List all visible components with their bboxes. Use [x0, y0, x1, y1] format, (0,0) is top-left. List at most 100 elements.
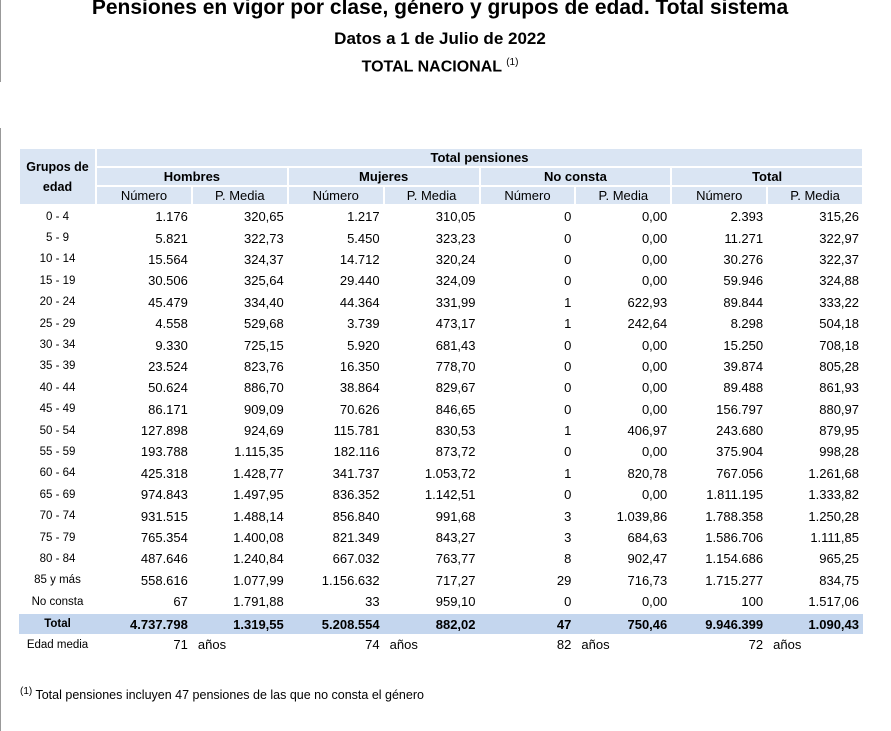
- cell: 667.032: [332, 551, 380, 567]
- cell: 322,37: [819, 251, 859, 267]
- cell: 30.276: [723, 251, 764, 267]
- cell: 1.715.277: [705, 572, 764, 588]
- header-row: Hombres Mujeres No consta Total: [19, 166, 864, 187]
- heading-note: (1): [506, 57, 519, 68]
- cell: 716,73: [627, 572, 668, 588]
- data-row: 10 - 14 15.564 324,37 14.712 320,24 0 0,00 30.2…: [19, 249, 863, 270]
- cell: 324,09: [435, 273, 476, 289]
- cell: 70.626: [339, 401, 380, 417]
- data-row: 80 - 84 487.646 1.240,84 667.032 763,77 8 902,…: [19, 548, 863, 569]
- cell: 8.298: [730, 316, 764, 332]
- footnote-text: Total pensiones incluyen 47 pensiones de…: [35, 688, 424, 703]
- cell: 11.271: [724, 230, 764, 246]
- cell: 324,88: [819, 273, 859, 289]
- cell: 974.843: [140, 487, 188, 503]
- cell: 9.330: [155, 337, 188, 353]
- data-row: 45 - 49 86.171 909,09 70.626 846,65 0 0,00 156.…: [19, 399, 863, 420]
- cell: 334,40: [243, 294, 284, 310]
- cell: 717,27: [435, 572, 476, 588]
- data-row: 85 y más 558.616 1.077,99 1.156.632 717,27 29…: [19, 570, 863, 591]
- cell: 341.737: [332, 465, 380, 481]
- cell: 558.616: [140, 572, 188, 588]
- cell: 310,05: [435, 209, 476, 225]
- cell: 30.506: [148, 273, 188, 289]
- total-cell: 750,46: [575, 612, 672, 635]
- mean-age-unit: años: [581, 637, 610, 653]
- column-header: Número: [478, 185, 577, 206]
- subtitle: Datos a 1 de Julio de 2022: [334, 29, 546, 48]
- cell: 4.558: [155, 316, 188, 332]
- column-header: P. Media: [382, 185, 481, 206]
- age-group: 10 - 14: [39, 253, 76, 266]
- cell: 0: [564, 358, 572, 374]
- cell: 684,63: [627, 530, 668, 546]
- age-group: No consta: [31, 595, 84, 608]
- cell: 856.840: [332, 508, 380, 524]
- cell: 902,47: [627, 551, 668, 567]
- total-row: Total 4.737.798 1.319,55 5.208.554 882,02 47 7…: [19, 612, 863, 635]
- cell: 1.811.195: [706, 487, 764, 503]
- cell: 39.874: [723, 358, 764, 374]
- cell: 182.116: [333, 444, 380, 460]
- heading: TOTAL NACIONAL (1): [0, 57, 880, 76]
- cell: 1.788.358: [705, 508, 764, 524]
- cell: 959,10: [435, 594, 476, 610]
- cell: 8: [564, 551, 572, 567]
- cell: 861,93: [819, 380, 859, 396]
- cell: 425.318: [140, 465, 188, 481]
- cell: 3.739: [347, 316, 380, 332]
- data-row: 65 - 69 974.843 1.497,95 836.352 1.142,51 0 0,…: [19, 484, 863, 505]
- cell: 1: [564, 316, 572, 332]
- total-cell: 1.090,43: [767, 612, 863, 635]
- cell: 333,22: [819, 294, 859, 310]
- footnote: (1) Total pensiones incluyen 47 pensione…: [20, 686, 424, 702]
- cell: 1: [564, 294, 572, 310]
- cell: 1.154.686: [705, 551, 764, 567]
- cell: 38.864: [339, 380, 380, 396]
- cell: 821.349: [332, 530, 380, 546]
- cell: 50.624: [148, 380, 188, 396]
- cell: 529,68: [243, 316, 284, 332]
- cell: 406,97: [627, 423, 668, 439]
- cell: 725,15: [243, 337, 284, 353]
- cell: 193.788: [140, 444, 188, 460]
- cell: 823,76: [243, 358, 284, 374]
- header-row: Grupos de edad Total pensiones: [18, 147, 864, 206]
- column-header: Número: [95, 185, 193, 206]
- cell: 504,18: [819, 316, 859, 332]
- cell: 473,17: [435, 316, 476, 332]
- cell: 0,00: [641, 273, 668, 289]
- age-group: 30 - 34: [39, 339, 76, 352]
- cell: 0: [564, 444, 572, 460]
- age-group: 85 y más: [34, 574, 81, 587]
- cell: 1.428,77: [233, 465, 284, 481]
- cell: 67: [173, 594, 188, 610]
- age-group: 65 - 69: [39, 488, 76, 501]
- cell: 0: [564, 230, 572, 246]
- edge-line: [0, 128, 1, 731]
- cell: 0: [564, 273, 572, 289]
- mean-age-value: 72: [748, 637, 764, 653]
- cell: 243.680: [716, 423, 764, 439]
- cell: 1.517,06: [808, 594, 859, 610]
- cell: 763,77: [435, 551, 476, 567]
- data-row: 70 - 74 931.515 1.488,14 856.840 991,68 3 1.03…: [19, 505, 863, 526]
- cell: 0,00: [641, 594, 668, 610]
- age-group: 40 - 44: [39, 381, 76, 394]
- mean-age-value: 71: [173, 637, 188, 653]
- data-row: 15 - 19 30.506 325,64 29.440 324,09 0 0,00 59.9…: [19, 270, 863, 291]
- cell: 0,00: [641, 487, 668, 503]
- section-header: Hombres: [95, 166, 289, 187]
- section-header: No consta: [478, 166, 673, 187]
- cell: 1.217: [347, 209, 380, 225]
- total-cell: 5.208.554: [287, 612, 384, 635]
- title: Pensiones en vigor por clase, género y g…: [91, 0, 789, 19]
- mean-age-unit: años: [773, 637, 802, 653]
- cell: 991,68: [435, 508, 476, 524]
- cell: 0: [564, 251, 572, 267]
- cell: 0,00: [641, 230, 668, 246]
- section-header: Mujeres: [286, 166, 481, 187]
- cell: 320,24: [435, 251, 476, 267]
- cell: 1.077,99: [233, 572, 284, 588]
